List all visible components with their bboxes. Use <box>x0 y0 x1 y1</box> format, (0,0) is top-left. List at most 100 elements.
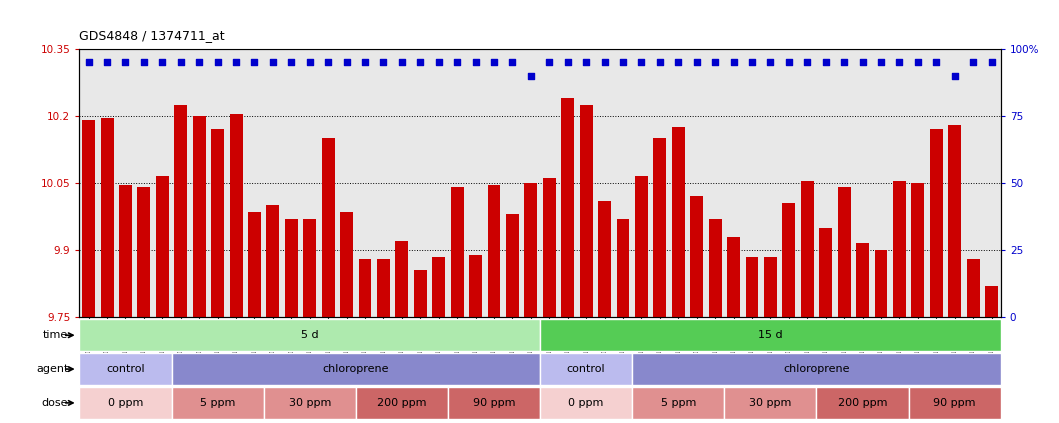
Point <box>651 59 668 66</box>
Bar <box>506 214 519 317</box>
Bar <box>543 179 556 317</box>
Bar <box>653 138 666 317</box>
Point <box>873 59 890 66</box>
Point <box>578 59 595 66</box>
Text: 30 ppm: 30 ppm <box>288 398 331 408</box>
Bar <box>79 387 172 419</box>
Point <box>596 59 613 66</box>
Bar <box>598 201 611 317</box>
Text: 0 ppm: 0 ppm <box>108 398 143 408</box>
Point <box>283 59 300 66</box>
Bar <box>820 228 832 317</box>
Bar <box>967 259 980 317</box>
Bar <box>451 187 464 317</box>
Bar <box>101 118 113 317</box>
Point <box>818 59 834 66</box>
Point <box>762 59 779 66</box>
Text: GDS4848 / 1374711_at: GDS4848 / 1374711_at <box>79 29 226 42</box>
Bar <box>356 387 448 419</box>
Point <box>80 59 97 66</box>
Point <box>743 59 760 66</box>
Bar <box>985 286 998 317</box>
Point <box>504 59 521 66</box>
Bar <box>764 257 777 317</box>
Point <box>910 59 927 66</box>
Bar <box>632 353 1001 385</box>
Bar <box>83 120 95 317</box>
Point <box>320 59 337 66</box>
Bar <box>635 176 648 317</box>
Bar <box>414 270 427 317</box>
Point <box>983 59 1000 66</box>
Point <box>798 59 815 66</box>
Text: chloroprene: chloroprene <box>323 364 389 374</box>
Point <box>467 59 484 66</box>
Point <box>118 59 133 66</box>
Point <box>430 59 447 66</box>
Bar <box>816 387 909 419</box>
Bar <box>724 387 816 419</box>
Bar <box>359 259 372 317</box>
Bar <box>193 116 205 317</box>
Point <box>210 59 227 66</box>
Bar <box>175 104 187 317</box>
Bar <box>264 387 356 419</box>
Point <box>891 59 908 66</box>
Bar <box>487 185 501 317</box>
Point <box>338 59 355 66</box>
Bar <box>230 113 243 317</box>
Bar <box>948 125 962 317</box>
Text: 5 d: 5 d <box>301 330 319 340</box>
Text: 200 ppm: 200 ppm <box>838 398 887 408</box>
Point <box>98 59 115 66</box>
Bar <box>211 129 225 317</box>
Bar <box>267 205 280 317</box>
Point <box>688 59 705 66</box>
Bar <box>540 387 632 419</box>
Bar <box>540 319 1001 351</box>
Point <box>228 59 245 66</box>
Point <box>173 59 190 66</box>
Bar <box>303 219 317 317</box>
Text: control: control <box>567 364 606 374</box>
Text: 90 ppm: 90 ppm <box>472 398 516 408</box>
Point <box>965 59 982 66</box>
Point <box>559 59 576 66</box>
Point <box>412 59 429 66</box>
Bar <box>448 387 540 419</box>
Point <box>522 72 539 79</box>
Text: 0 ppm: 0 ppm <box>569 398 604 408</box>
Bar <box>79 353 172 385</box>
Text: 90 ppm: 90 ppm <box>933 398 976 408</box>
Bar <box>395 241 409 317</box>
Text: 30 ppm: 30 ppm <box>749 398 792 408</box>
Bar <box>671 127 685 317</box>
Text: dose: dose <box>42 398 69 408</box>
Text: control: control <box>106 364 145 374</box>
Bar <box>138 187 150 317</box>
Point <box>136 59 152 66</box>
Point <box>154 59 170 66</box>
Bar <box>930 129 943 317</box>
Point <box>394 59 411 66</box>
Text: 15 d: 15 d <box>758 330 783 340</box>
Point <box>725 59 742 66</box>
Bar <box>728 237 740 317</box>
Bar <box>285 219 298 317</box>
Bar <box>432 257 445 317</box>
Bar <box>79 319 540 351</box>
Bar <box>838 187 850 317</box>
Bar <box>561 98 574 317</box>
Bar <box>783 203 795 317</box>
Text: 5 ppm: 5 ppm <box>661 398 696 408</box>
Bar <box>616 219 629 317</box>
Bar <box>912 183 925 317</box>
Point <box>947 72 964 79</box>
Bar <box>875 250 887 317</box>
Bar <box>172 353 540 385</box>
Text: 200 ppm: 200 ppm <box>377 398 427 408</box>
Point <box>855 59 872 66</box>
Bar <box>322 138 335 317</box>
Point <box>633 59 650 66</box>
Bar <box>172 387 264 419</box>
